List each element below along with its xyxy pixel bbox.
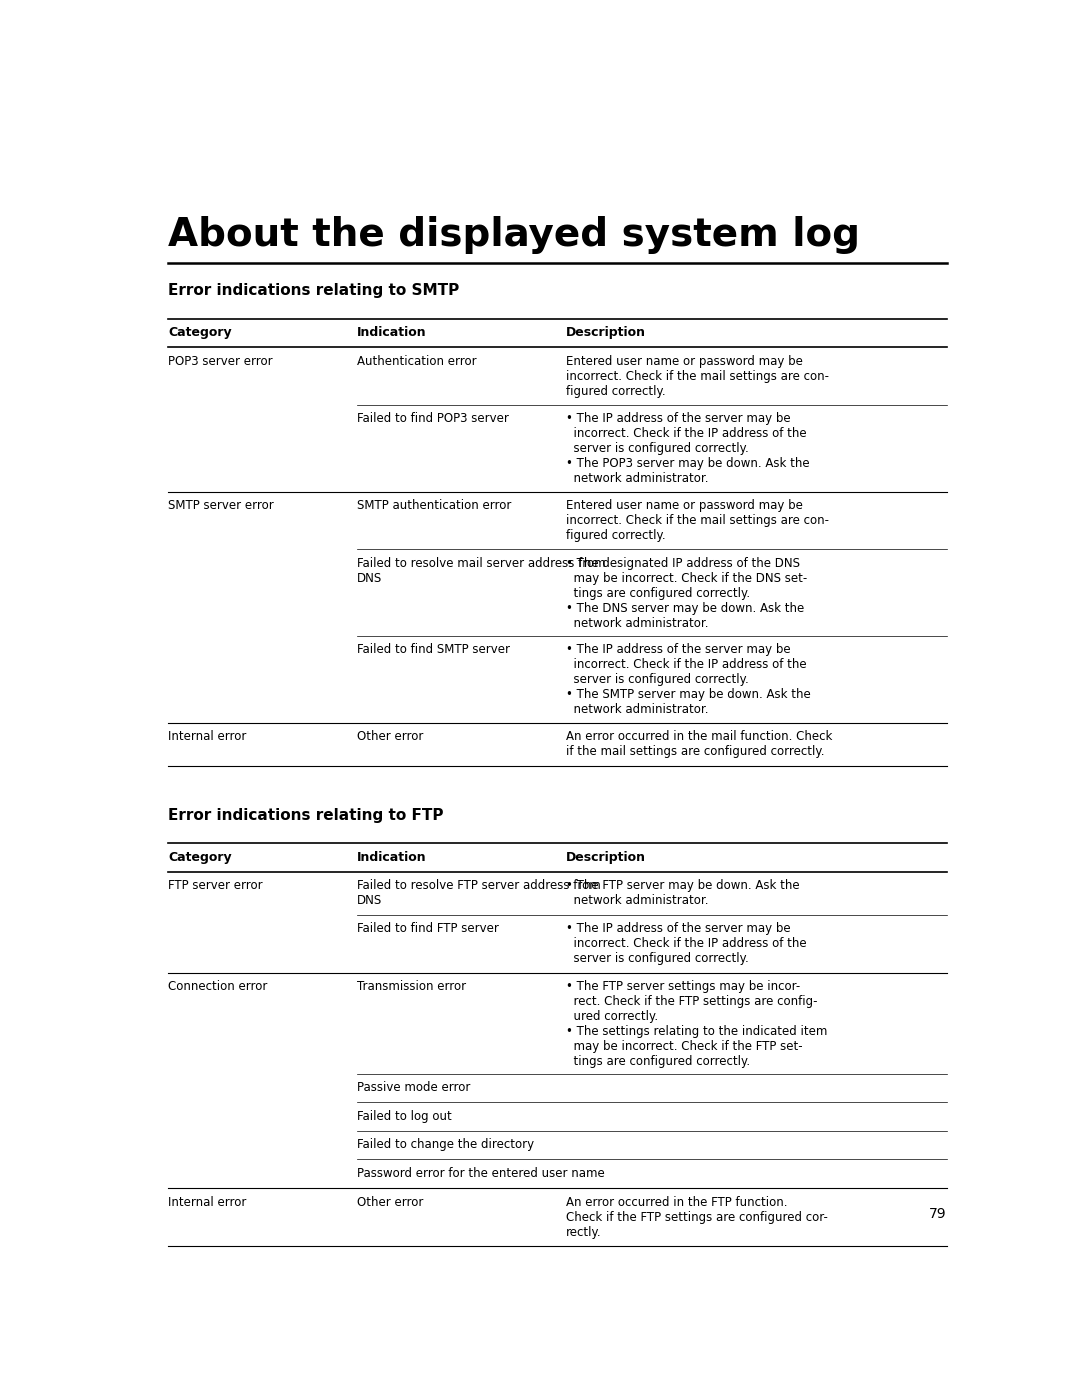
- Text: 79: 79: [929, 1207, 947, 1221]
- Text: Failed to resolve mail server address from
DNS: Failed to resolve mail server address fr…: [356, 557, 606, 585]
- Text: Failed to change the directory: Failed to change the directory: [356, 1139, 534, 1151]
- Text: Other error: Other error: [356, 1196, 423, 1209]
- Text: Failed to find SMTP server: Failed to find SMTP server: [356, 644, 510, 656]
- Text: Failed to resolve FTP server address from
DNS: Failed to resolve FTP server address fro…: [356, 880, 600, 908]
- Text: • The FTP server settings may be incor-
  rect. Check if the FTP settings are co: • The FTP server settings may be incor- …: [566, 981, 827, 1067]
- Text: Description: Description: [566, 326, 646, 339]
- Text: Connection error: Connection error: [168, 981, 268, 993]
- Text: • The IP address of the server may be
  incorrect. Check if the IP address of th: • The IP address of the server may be in…: [566, 922, 807, 965]
- Text: Error indications relating to FTP: Error indications relating to FTP: [168, 807, 444, 823]
- Text: Passive mode error: Passive mode error: [356, 1081, 470, 1094]
- Text: FTP server error: FTP server error: [168, 880, 264, 893]
- Text: Description: Description: [566, 851, 646, 863]
- Text: An error occurred in the FTP function.
Check if the FTP settings are configured : An error occurred in the FTP function. C…: [566, 1196, 828, 1238]
- Text: Internal error: Internal error: [168, 1196, 247, 1209]
- Text: • The IP address of the server may be
  incorrect. Check if the IP address of th: • The IP address of the server may be in…: [566, 413, 810, 485]
- Text: Failed to log out: Failed to log out: [356, 1109, 451, 1123]
- Text: Internal error: Internal error: [168, 730, 247, 743]
- Text: Error indications relating to SMTP: Error indications relating to SMTP: [168, 283, 460, 298]
- Text: Failed to find FTP server: Failed to find FTP server: [356, 922, 499, 936]
- Text: Category: Category: [168, 326, 232, 339]
- Text: • The IP address of the server may be
  incorrect. Check if the IP address of th: • The IP address of the server may be in…: [566, 644, 811, 716]
- Text: SMTP server error: SMTP server error: [168, 499, 274, 512]
- Text: Password error for the entered user name: Password error for the entered user name: [356, 1167, 605, 1179]
- Text: An error occurred in the mail function. Check
if the mail settings are configure: An error occurred in the mail function. …: [566, 730, 833, 758]
- Text: Authentication error: Authentication error: [356, 355, 476, 368]
- Text: Failed to find POP3 server: Failed to find POP3 server: [356, 413, 509, 425]
- Text: POP3 server error: POP3 server error: [168, 355, 273, 368]
- Text: • The designated IP address of the DNS
  may be incorrect. Check if the DNS set-: • The designated IP address of the DNS m…: [566, 557, 808, 630]
- Text: Other error: Other error: [356, 730, 423, 743]
- Text: Indication: Indication: [356, 851, 427, 863]
- Text: Category: Category: [168, 851, 232, 863]
- Text: SMTP authentication error: SMTP authentication error: [356, 499, 511, 512]
- Text: Transmission error: Transmission error: [356, 981, 465, 993]
- Text: Entered user name or password may be
incorrect. Check if the mail settings are c: Entered user name or password may be inc…: [566, 499, 829, 543]
- Text: • The FTP server may be down. Ask the
  network administrator.: • The FTP server may be down. Ask the ne…: [566, 880, 799, 908]
- Text: About the displayed system log: About the displayed system log: [168, 217, 861, 255]
- Text: Indication: Indication: [356, 326, 427, 339]
- Text: Entered user name or password may be
incorrect. Check if the mail settings are c: Entered user name or password may be inc…: [566, 355, 829, 397]
